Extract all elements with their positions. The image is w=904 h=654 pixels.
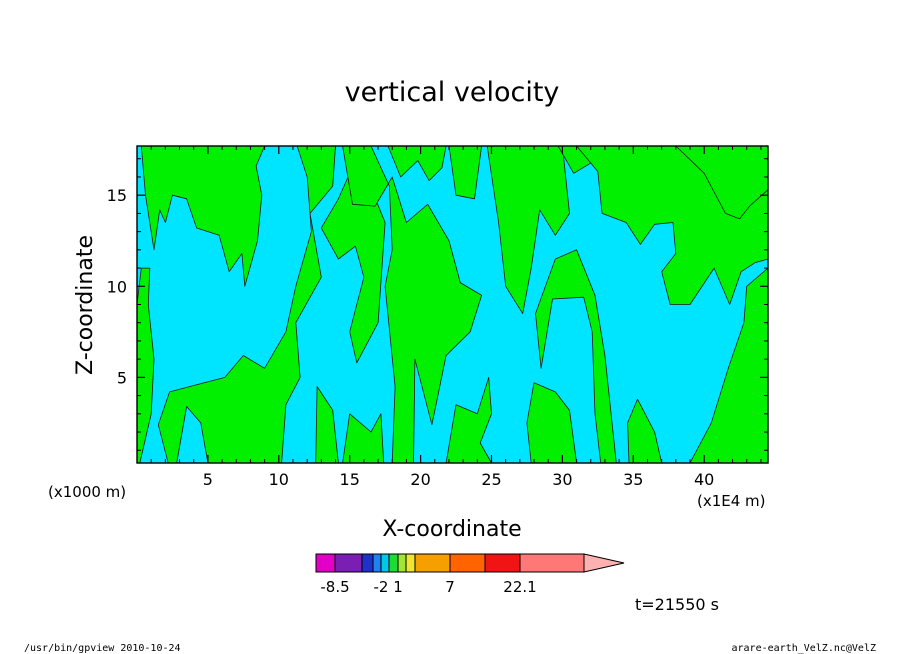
colorbar-swatch <box>484 553 521 573</box>
positive-region-1 <box>137 267 155 463</box>
x-tick-label: 10 <box>269 470 289 489</box>
positive-region-11 <box>486 146 570 315</box>
positive-region-12 <box>526 382 577 463</box>
y-tick-label: 10 <box>107 277 127 296</box>
x-tick-label: 15 <box>340 470 360 489</box>
colorbar-label: 7 <box>445 578 455 596</box>
colorbar-swatch <box>380 553 390 573</box>
positive-region-4 <box>315 386 339 463</box>
colorbar-swatch <box>405 553 416 573</box>
colorbar-swatch <box>449 553 486 573</box>
x-tick-label: 40 <box>694 470 714 489</box>
colorbar-swatch <box>372 553 382 573</box>
footer-right: arare-earth_VelZ.nc@VelZ <box>732 643 877 654</box>
x-unit-right: (x1E4 m) <box>697 492 766 510</box>
chart-title: vertical velocity <box>345 77 560 108</box>
x-axis-ticks: 5 10 15 20 25 30 35 40 <box>150 146 762 489</box>
positive-region-10 <box>445 376 492 463</box>
colorbar-label: 1 <box>393 578 403 596</box>
positive-region-9 <box>448 146 483 200</box>
colorbar-label: -8.5 <box>320 578 349 596</box>
x-tick-label: 30 <box>552 470 572 489</box>
colorbar-swatch <box>519 553 585 573</box>
x-axis-label: X-coordinate <box>382 517 521 542</box>
positive-region-7 <box>342 146 483 463</box>
positive-region-3 <box>157 146 336 463</box>
x-tick-label: 20 <box>410 470 430 489</box>
x-tick-label: 5 <box>203 470 213 489</box>
y-axis-label: Z-coordinate <box>73 235 98 375</box>
positive-velocity-regions <box>137 146 768 463</box>
colorbar: -8.5 -2 1 7 22.1 <box>315 553 625 596</box>
x-unit-left: (x1000 m) <box>48 483 126 501</box>
y-tick-label: 5 <box>117 368 127 387</box>
positive-region-5 <box>342 413 385 463</box>
colorbar-extension <box>583 553 625 573</box>
colorbar-label: 22.1 <box>503 578 536 596</box>
colorbar-swatch <box>388 553 399 573</box>
x-tick-label: 35 <box>623 470 643 489</box>
colorbar-swatch <box>361 553 374 573</box>
plot-area: 5 10 15 20 25 30 35 40 5 10 15 <box>107 145 769 489</box>
footer-left: /usr/bin/gpview 2010-10-24 <box>24 643 181 654</box>
positive-region-17 <box>689 267 768 463</box>
positive-region-16 <box>627 398 663 463</box>
positive-region-13 <box>535 249 617 463</box>
x-tick-label: 25 <box>481 470 501 489</box>
colorbar-swatch <box>397 553 407 573</box>
positive-region-2 <box>140 146 266 287</box>
colorbar-label: -2 <box>374 578 389 596</box>
colorbar-swatch <box>315 553 336 573</box>
colorbar-swatch <box>334 553 363 573</box>
time-label: t=21550 s <box>635 595 719 614</box>
y-axis-ticks: 5 10 15 <box>107 158 768 451</box>
positive-region-8 <box>387 146 447 182</box>
positive-region-18 <box>675 146 768 220</box>
colorbar-swatch <box>414 553 451 573</box>
y-tick-label: 15 <box>107 186 127 205</box>
